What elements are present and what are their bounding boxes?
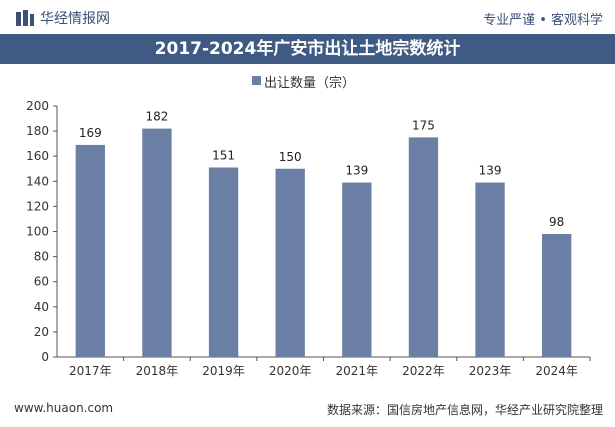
bar: [275, 168, 305, 357]
x-tick-label: 2017年: [69, 364, 112, 378]
y-tick-label: 200: [26, 99, 49, 113]
bar: [342, 182, 372, 357]
x-tick-label: 2021年: [336, 364, 379, 378]
bar-chart: 0 20 40 60 80 100 120 140 160 180 200 169 2017年 182 20…: [26, 99, 591, 378]
x-tick-label: 2020年: [269, 364, 312, 378]
data-label: 139: [345, 164, 368, 178]
x-tick-label: 2022年: [402, 364, 445, 378]
x-tick-label: 2019年: [202, 364, 245, 378]
chart-title: 2017-2024年广安市出让土地宗数统计: [154, 39, 461, 59]
data-label: 169: [79, 126, 102, 140]
data-label: 98: [549, 215, 564, 229]
legend-label: 出让数量（宗）: [264, 76, 356, 91]
brand-tagline: 专业严谨 • 客观科学: [483, 13, 603, 28]
data-label: 150: [279, 150, 302, 164]
bar: [142, 128, 172, 357]
bar: [75, 144, 105, 357]
footer-source: 数据来源：国信房地产信息网，华经产业研究院整理: [326, 403, 603, 417]
y-tick-label: 140: [26, 174, 49, 188]
x-tick-label: 2024年: [535, 364, 578, 378]
y-tick-label: 60: [34, 275, 49, 289]
bar: [208, 167, 239, 357]
y-tick-label: 80: [34, 250, 49, 264]
chart-legend: 出让数量（宗）: [0, 70, 615, 91]
data-label: 139: [479, 164, 502, 178]
legend-swatch: [252, 76, 261, 85]
data-label: 182: [145, 110, 168, 124]
bar: [475, 182, 505, 357]
top-header: 华经情报网 专业严谨 • 客观科学: [0, 0, 615, 34]
data-label: 175: [412, 118, 435, 132]
footer: www.huaon.com 数据来源：国信房地产信息网，华经产业研究院整理: [0, 396, 615, 427]
y-tick-label: 120: [26, 199, 49, 213]
x-tick-label: 2023年: [469, 364, 512, 378]
brand-name: 华经情报网: [40, 11, 110, 27]
y-tick-label: 160: [26, 149, 49, 163]
bar: [408, 137, 439, 357]
y-tick-label: 40: [34, 300, 49, 314]
title-banner: 2017-2024年广安市出让土地宗数统计: [0, 34, 615, 64]
y-tick-label: 100: [26, 225, 49, 239]
y-tick-label: 180: [26, 124, 49, 138]
footer-url: www.huaon.com: [14, 401, 114, 415]
data-label: 151: [212, 148, 235, 162]
y-tick-label: 20: [34, 325, 49, 339]
brand-logo-icon: [16, 10, 34, 26]
x-tick-label: 2018年: [136, 364, 179, 378]
bar: [542, 234, 572, 357]
y-tick-label: 0: [41, 350, 49, 364]
